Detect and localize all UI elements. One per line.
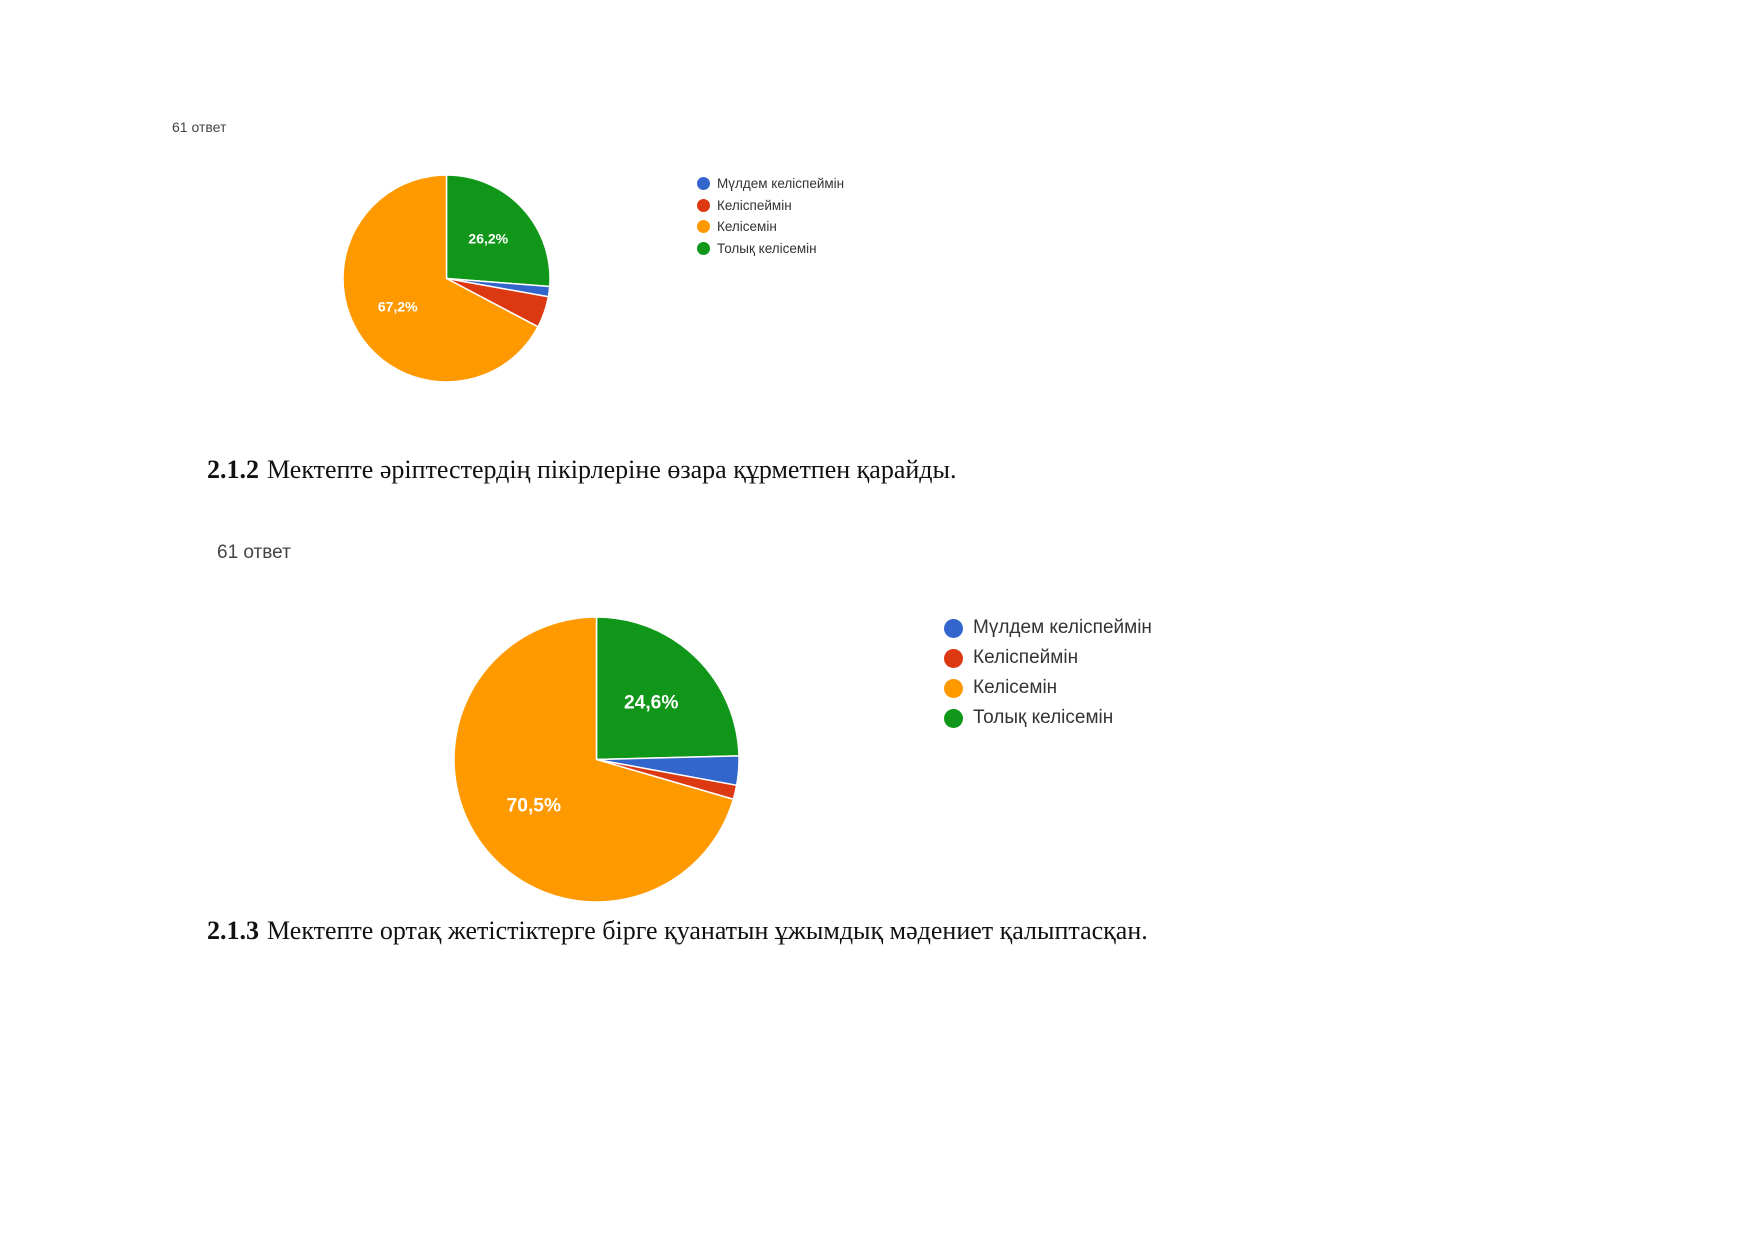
legend-swatch [697,177,710,191]
legend-label: Мүлдем келіспеймін [717,176,845,192]
responses-count: 61 ответ [217,542,291,563]
legend-item[interactable]: Келісемін [697,216,844,238]
legend-item[interactable]: Толық келісемін [697,238,844,260]
legend-swatch [697,241,710,255]
legend-swatch [697,220,710,234]
pie-slice[interactable] [596,755,740,787]
pie-chart: 24,6% 70,5% [453,616,740,903]
pie-slice[interactable] [453,616,735,903]
legend-item[interactable]: Келіспеймін [697,195,844,217]
pie-slice[interactable] [446,277,551,298]
responses-count: 61 ответ [172,119,227,135]
legend: Мүлдем келіспеймін Келіспеймін Келісемін… [944,613,1152,733]
question-text: Мектепте ортақ жетістіктерге бірге қуана… [267,916,1148,945]
question-heading: 2.1.2 Мектепте әріптестердің пікірлеріне … [207,455,957,485]
pie-chart: 26,2% 67,2% [342,174,551,383]
pie-data-label: 67,2% [378,299,418,315]
legend-swatch [944,708,963,728]
legend-swatch [944,648,963,668]
legend-item[interactable]: Мүлдем келіспеймін [697,173,844,195]
legend-swatch [944,618,963,638]
question-number: 2.1.3 [207,916,259,945]
legend-label: Толық келісемін [717,240,817,256]
legend-item[interactable]: Толық келісемін [944,703,1152,733]
legend-label: Келіспеймін [717,197,792,213]
question-heading: 2.1.3 Мектепте ортақ жетістіктерге бірге … [207,916,1148,946]
pie-data-label: 26,2% [468,231,508,247]
pie-data-label: 70,5% [507,796,561,817]
legend-item[interactable]: Мүлдем келіспеймін [944,613,1152,643]
pie-slice[interactable] [446,277,550,328]
question-number: 2.1.2 [207,455,259,484]
legend-label: Толық келісемін [973,707,1114,728]
pie-slice[interactable] [595,616,740,761]
legend-item[interactable]: Келіспеймін [944,643,1152,673]
legend-label: Келісемін [973,677,1058,698]
legend-label: Келісемін [717,219,777,235]
pie-slice[interactable] [445,174,551,288]
pie-slice[interactable] [342,174,540,383]
legend-swatch [697,198,710,212]
legend: Мүлдем келіспеймін Келіспеймін Келісемін… [697,173,844,259]
question-text: Мектепте әріптестердің пікірлеріне өзара… [267,455,957,484]
legend-swatch [944,678,963,698]
legend-label: Келіспеймін [973,647,1079,668]
pie-slice[interactable] [596,758,738,801]
legend-label: Мүлдем келіспеймін [973,617,1152,638]
pie-data-label: 24,6% [624,692,678,713]
legend-item[interactable]: Келісемін [944,673,1152,703]
